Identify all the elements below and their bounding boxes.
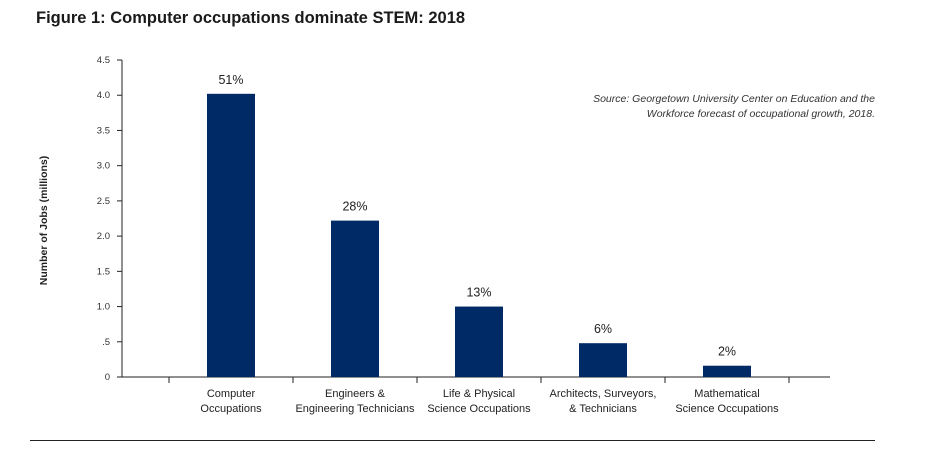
y-tick-label: 2.0	[97, 231, 110, 242]
x-tick-label: Mathematical	[694, 388, 759, 400]
data-label: 6%	[594, 322, 612, 336]
x-tick-label: Computer	[207, 388, 256, 400]
x-tick-label: Science Occupations	[675, 403, 779, 415]
x-tick-label: Architects, Surveyors,	[550, 388, 657, 400]
bottom-divider	[30, 440, 875, 441]
bar	[579, 343, 627, 377]
data-label: 51%	[218, 73, 243, 87]
x-tick-label: Science Occupations	[427, 403, 531, 415]
x-tick-label: Engineers &	[325, 388, 386, 400]
y-tick-label: 2.5	[97, 196, 110, 207]
y-tick-label: 0	[105, 372, 110, 383]
x-tick-label: Occupations	[200, 403, 262, 415]
y-tick-label: 4.5	[97, 55, 110, 66]
y-tick-label: 3.0	[97, 161, 110, 172]
y-tick-label: 4.0	[97, 90, 110, 101]
x-tick-label: Life & Physical	[443, 388, 515, 400]
data-label: 13%	[466, 286, 491, 300]
y-tick-label: .5	[102, 337, 110, 348]
data-label: 2%	[718, 345, 736, 359]
source-note: Source: Georgetown University Center on …	[593, 93, 875, 120]
bar	[703, 365, 751, 377]
y-axis-title: Number of Jobs (millions)	[38, 156, 50, 286]
x-tick-label: & Technicians	[569, 403, 637, 415]
data-label: 28%	[342, 200, 367, 214]
y-tick-label: 1.0	[97, 302, 110, 313]
chart-title: Figure 1: Computer occupations dominate …	[36, 9, 466, 27]
x-tick-label: Engineering Technicians	[295, 403, 415, 415]
bar	[331, 220, 379, 377]
y-tick-label: 3.5	[97, 125, 110, 136]
bar	[207, 93, 255, 378]
bar	[455, 306, 503, 377]
y-tick-label: 1.5	[97, 266, 110, 277]
